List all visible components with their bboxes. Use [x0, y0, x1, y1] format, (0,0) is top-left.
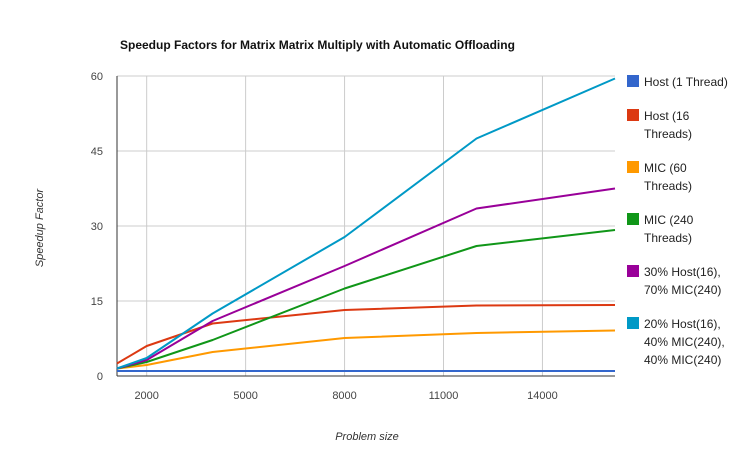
series-lines	[116, 77, 616, 372]
x-tick-label: 8000	[332, 390, 356, 402]
legend-swatch	[627, 75, 639, 87]
y-tick-label: 45	[91, 146, 103, 158]
y-tick-label: 15	[91, 296, 103, 308]
series-line-6	[116, 77, 616, 370]
legend-label: Threads)	[644, 231, 692, 245]
y-tick-label: 0	[97, 371, 103, 383]
legend-label: Threads)	[644, 179, 692, 193]
legend-label: MIC (240	[644, 213, 694, 227]
legend-swatch	[627, 213, 639, 225]
legend-label: Host (1 Thread)	[644, 75, 728, 89]
y-tick-label: 60	[91, 71, 103, 83]
legend-swatch	[627, 161, 639, 173]
series-line-5	[116, 187, 616, 370]
y-axis-label: Speedup Factor	[34, 188, 46, 268]
y-tick-label: 30	[91, 221, 103, 233]
legend-swatch	[627, 317, 639, 329]
series-line-2	[116, 304, 616, 365]
legend-label: MIC (60	[644, 161, 687, 175]
legend-label: 40% MIC(240)	[644, 353, 721, 367]
legend: Host (1 Thread) Host (16 Threads) MIC (60 Th…	[627, 75, 728, 367]
series-line-3	[116, 329, 616, 370]
legend-label: 70% MIC(240)	[644, 283, 721, 297]
legend-label: 40% MIC(240),	[644, 335, 725, 349]
legend-label: Host (16	[644, 109, 690, 123]
x-tick-label: 2000	[134, 390, 158, 402]
y-tick-labels: 0 15 30 45 60	[91, 71, 103, 383]
legend-swatch	[627, 265, 639, 277]
x-tick-label: 5000	[233, 390, 257, 402]
x-tick-label: 14000	[527, 390, 558, 402]
legend-label: Threads)	[644, 127, 692, 141]
series-line-4	[116, 229, 616, 370]
legend-label: 30% Host(16),	[644, 265, 721, 279]
x-axis-label: Problem size	[335, 431, 399, 443]
chart-title: Speedup Factors for Matrix Matrix Multip…	[120, 38, 515, 52]
grid	[116, 75, 615, 377]
legend-swatch	[627, 109, 639, 121]
legend-label: 20% Host(16),	[644, 317, 721, 331]
x-tick-label: 11000	[429, 390, 459, 402]
x-tick-labels: 2000 5000 8000 11000 14000	[134, 390, 557, 402]
